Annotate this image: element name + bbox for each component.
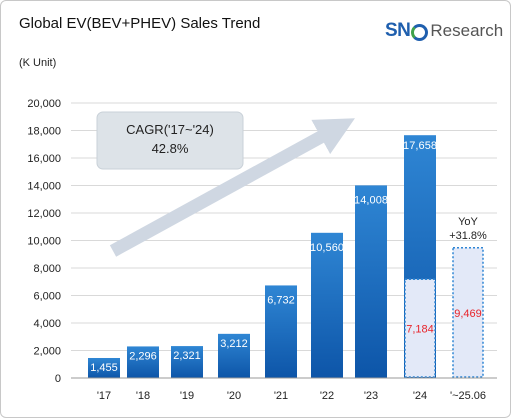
y-tick-label: 10,000 xyxy=(27,236,61,248)
logo-e-mark xyxy=(411,23,429,41)
bar xyxy=(88,357,120,378)
bar xyxy=(171,346,203,378)
y-tick-label: 6,000 xyxy=(33,291,61,303)
logo-sn-text: SN xyxy=(385,20,411,41)
partial-value-label: 7,184 xyxy=(406,324,434,336)
bar xyxy=(265,285,297,378)
bar-value-label: 3,212 xyxy=(220,338,248,350)
y-tick-label: 16,000 xyxy=(27,153,61,165)
bar-value-label: 6,732 xyxy=(267,294,295,306)
bar-value-label: 17,658 xyxy=(403,140,437,152)
partial-value-label: 9,469 xyxy=(454,308,482,320)
x-tick-label: '~25.06 xyxy=(450,390,486,402)
x-tick-label: '21 xyxy=(274,390,288,402)
x-tick-label: '20 xyxy=(227,390,241,402)
y-tick-label: 8,000 xyxy=(33,263,61,275)
y-tick-label: 4,000 xyxy=(33,318,61,330)
y-tick-label: 0 xyxy=(55,373,61,385)
bar-value-label: 14,008 xyxy=(354,194,388,206)
logo-research-text: Research xyxy=(430,21,504,40)
trend-arrow xyxy=(109,118,355,257)
bar-value-label: 2,296 xyxy=(129,350,157,362)
cagr-label: CAGR('17~'24) xyxy=(126,122,214,137)
partial-bar xyxy=(404,278,436,378)
bar-value-label: 2,321 xyxy=(173,350,201,362)
x-tick-label: '22 xyxy=(320,390,334,402)
sne-research-logo: SN Research xyxy=(385,19,503,43)
x-tick-label: '24 xyxy=(413,390,427,402)
y-tick-label: 2,000 xyxy=(33,346,61,358)
cagr-box xyxy=(96,111,244,170)
bar xyxy=(127,346,159,378)
bar xyxy=(355,185,387,378)
yoy-label: YoY xyxy=(458,216,478,228)
y-tick-label: 20,000 xyxy=(27,98,61,110)
x-tick-label: '23 xyxy=(364,390,378,402)
unit-label: (K Unit) xyxy=(19,57,57,69)
bar-value-label: 10,560 xyxy=(310,242,344,254)
chart-title: Global EV(BEV+PHEV) Sales Trend xyxy=(19,15,261,32)
y-tick-label: 18,000 xyxy=(27,126,61,138)
y-tick-label: 14,000 xyxy=(27,181,61,193)
bar xyxy=(311,232,343,378)
bar xyxy=(218,333,250,378)
bar-value-label: 1,455 xyxy=(90,362,118,374)
x-tick-label: '17 xyxy=(97,390,111,402)
x-tick-label: '18 xyxy=(136,390,150,402)
cagr-value: 42.8% xyxy=(152,141,189,156)
partial-bar xyxy=(452,247,484,378)
y-tick-label: 12,000 xyxy=(27,208,61,220)
x-tick-label: '19 xyxy=(180,390,194,402)
yoy-value: +31.8% xyxy=(449,230,487,242)
